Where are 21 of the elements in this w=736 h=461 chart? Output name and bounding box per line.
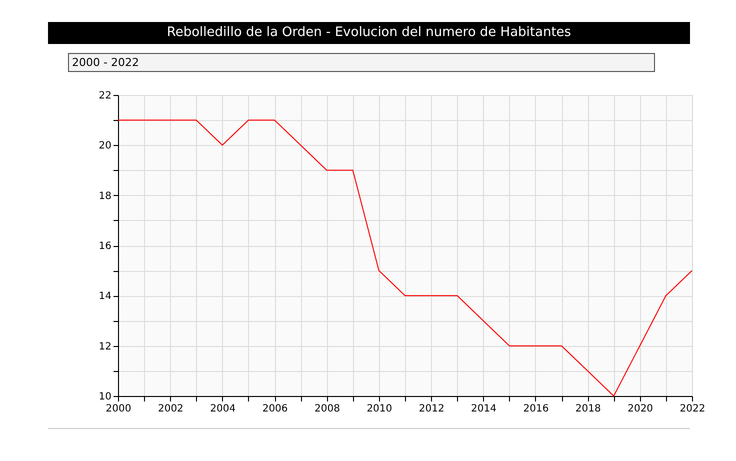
y-tick-label: 10 xyxy=(98,392,112,402)
y-tick-label: 18 xyxy=(98,190,112,202)
y-tick-label: 12 xyxy=(98,341,112,352)
x-tick-label: 2020 xyxy=(628,404,654,414)
y-tick-label: 16 xyxy=(98,241,112,252)
x-tick-label: 2004 xyxy=(210,404,236,414)
y-tick-label: 22 xyxy=(98,90,112,102)
x-tick-label: 2022 xyxy=(680,404,706,414)
x-tick-label: 2016 xyxy=(523,404,549,414)
x-tick-label: 2010 xyxy=(366,404,392,414)
x-tick-label: 2006 xyxy=(262,404,288,414)
x-tick-label: 2002 xyxy=(158,404,184,414)
x-tick-label: 2014 xyxy=(471,404,496,414)
chart-subtitle: 2000 - 2022 xyxy=(68,53,655,72)
x-tick-label: 2000 xyxy=(106,404,132,414)
x-tick-label: 2012 xyxy=(418,404,444,414)
y-tick-label: 14 xyxy=(98,291,112,302)
x-tick-label: 2008 xyxy=(314,404,340,414)
x-tick-label: 2018 xyxy=(575,404,601,414)
y-tick-label: 20 xyxy=(98,140,112,152)
chart-title: Rebolledillo de la Orden - Evolucion del numero de Habitantes xyxy=(48,22,690,44)
